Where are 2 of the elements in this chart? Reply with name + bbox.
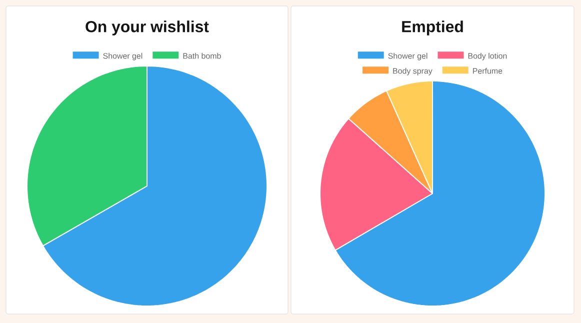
chart-title: Emptied: [402, 20, 463, 36]
chart-title: On your wishlist: [86, 20, 209, 36]
